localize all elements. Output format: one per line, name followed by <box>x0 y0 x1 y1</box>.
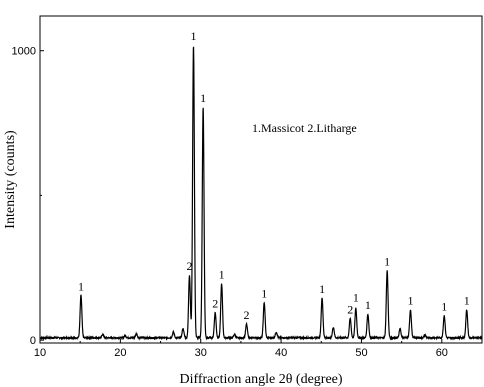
series-line-xrd-pattern <box>39 46 483 341</box>
peak-label: 1 <box>200 91 206 105</box>
peak-label: 1 <box>464 294 470 308</box>
peak-label: 1 <box>78 279 84 293</box>
peak-label: 1 <box>353 290 359 304</box>
plot-frame-rect <box>39 15 483 344</box>
plot-frame <box>39 15 483 344</box>
peak-label: 1 <box>219 268 225 282</box>
peak-label: 1 <box>261 286 267 300</box>
legend-annotation: 1.Massicot 2.Litharge <box>252 121 357 135</box>
peak-label: 1 <box>384 255 390 269</box>
peak-label: 1 <box>407 294 413 308</box>
x-tick-label: 40 <box>275 347 287 359</box>
peak-label: 1 <box>319 282 325 296</box>
y-tick-label: 0 <box>30 335 36 347</box>
peak-label: 2 <box>244 308 250 322</box>
y-axis-title: Intensity (counts) <box>3 130 18 229</box>
x-tick-label: 20 <box>114 347 126 359</box>
y-tick-label: 1000 <box>12 46 36 58</box>
peak-label: 2 <box>186 259 192 273</box>
x-tick-label: 50 <box>355 347 367 359</box>
peak-label: 2 <box>347 302 353 316</box>
peak-label: 1 <box>365 298 371 312</box>
peak-label: 1 <box>190 29 196 43</box>
x-tick-label: 30 <box>195 347 207 359</box>
peak-label: 1 <box>441 300 447 314</box>
peak-label: 2 <box>212 297 218 311</box>
y-axis-ticks: 0 1000 <box>12 46 44 347</box>
x-tick-label: 10 <box>34 347 46 359</box>
x-axis-ticks: 10 20 30 40 50 60 <box>34 339 448 359</box>
x-tick-label: 60 <box>436 347 448 359</box>
x-axis-title: Diffraction angle 2θ (degree) <box>179 372 342 387</box>
